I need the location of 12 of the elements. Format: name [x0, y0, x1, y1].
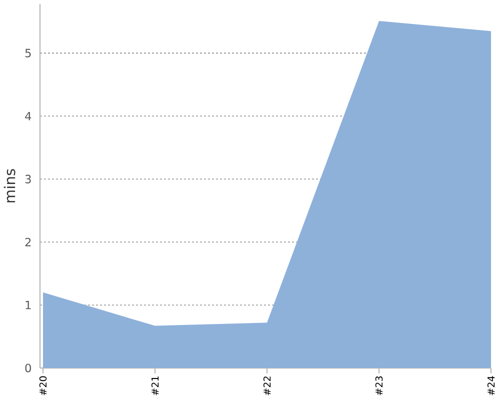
x-tick-label: #21 — [151, 376, 159, 396]
y-tick-label: 2 — [25, 238, 31, 246]
y-axis-title: mins — [4, 169, 16, 202]
y-tick-label: 1 — [26, 300, 31, 310]
x-tick-label: #22 — [263, 376, 271, 396]
y-tick-label: 4 — [25, 112, 32, 120]
y-tick-label: 3 — [25, 174, 31, 184]
x-tick-label: #23 — [375, 376, 383, 396]
y-tick-label: 0 — [25, 364, 31, 372]
x-tick-label: #20 — [39, 376, 47, 396]
y-tick-label: 5 — [25, 48, 31, 58]
x-tick-label: #24 — [487, 376, 495, 396]
